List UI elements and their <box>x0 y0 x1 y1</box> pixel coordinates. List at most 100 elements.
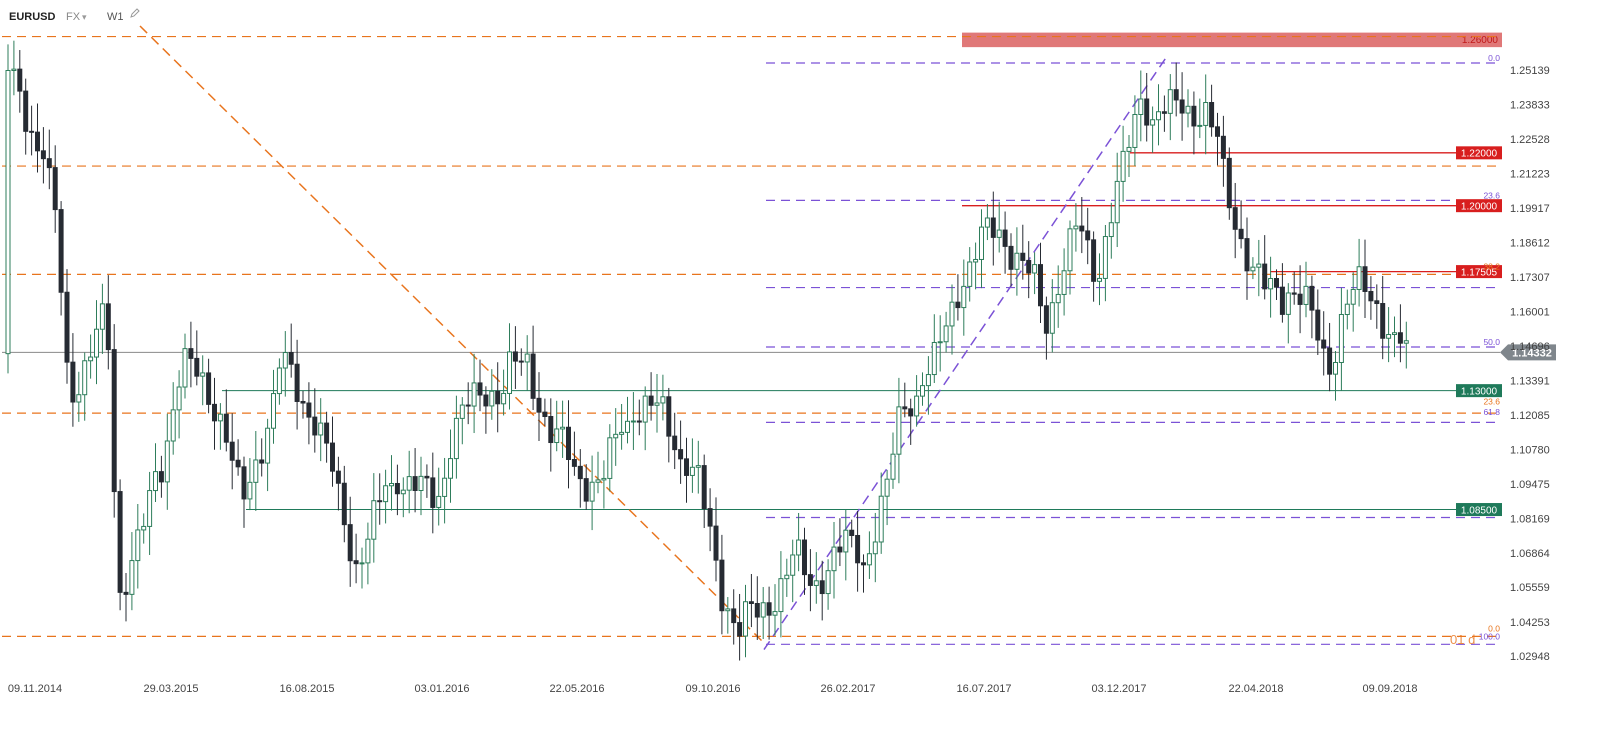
candle <box>418 456 424 516</box>
candle-body <box>424 475 430 479</box>
candle-body <box>300 400 306 404</box>
candle <box>1215 112 1220 166</box>
candle <box>1244 217 1250 300</box>
candle-body <box>725 608 731 612</box>
candle <box>607 424 613 492</box>
candle <box>955 274 961 321</box>
candle <box>1073 203 1079 252</box>
candle <box>872 512 878 583</box>
candle-body <box>1209 102 1215 128</box>
candle <box>1220 115 1226 187</box>
candle <box>1156 84 1161 146</box>
candle <box>330 416 335 487</box>
candle-body <box>153 471 158 492</box>
candle-body <box>1285 292 1291 315</box>
market-label[interactable]: FX <box>66 11 81 23</box>
price-axis[interactable]: 1.25139 1.23833 1.22528 1.21223 1.19917 1.186… <box>1510 65 1550 663</box>
candle-body <box>483 394 489 407</box>
candle <box>123 572 129 622</box>
candle-body <box>1309 285 1315 311</box>
candle-body <box>359 562 365 565</box>
candle-body <box>695 465 701 468</box>
candle-body <box>453 417 459 460</box>
candle <box>40 127 46 184</box>
candle <box>642 386 648 451</box>
candle <box>194 330 200 386</box>
candle-body <box>347 524 353 562</box>
pencil-icon[interactable] <box>130 8 140 21</box>
candle <box>176 370 182 439</box>
candle-body <box>1362 266 1368 292</box>
candle <box>1026 241 1032 299</box>
candle <box>35 103 40 173</box>
chevron-down-icon[interactable]: ▾ <box>82 12 87 22</box>
candle <box>29 105 35 156</box>
candle-body <box>796 539 802 556</box>
price-tag-label: 1.20000 <box>1461 201 1498 212</box>
candle <box>784 558 790 597</box>
candle <box>300 390 306 419</box>
candle <box>1055 265 1061 328</box>
candle <box>365 522 371 585</box>
candles-layer <box>5 40 1409 661</box>
candle <box>595 451 601 494</box>
y-tick-label: 1.02948 <box>1510 651 1550 663</box>
y-tick-label: 1.12085 <box>1510 410 1550 422</box>
candle <box>501 369 507 416</box>
candle <box>105 275 111 370</box>
candle-body <box>872 541 878 555</box>
candle <box>825 559 831 610</box>
candle-body <box>831 546 837 572</box>
candle-body <box>141 525 147 531</box>
candle-body <box>259 459 265 464</box>
candle-body <box>217 413 223 422</box>
candle <box>678 420 684 484</box>
candle <box>878 472 884 554</box>
candle <box>996 201 1002 253</box>
candle-body <box>5 69 11 355</box>
candle <box>170 382 176 455</box>
x-tick-label: 16.07.2017 <box>956 683 1011 695</box>
price-tag-label: 1.08500 <box>1461 505 1498 516</box>
candle-body <box>111 349 117 493</box>
candle-body <box>1079 225 1085 232</box>
fib-label: 61.8 <box>1483 407 1500 417</box>
candle-body <box>878 495 884 543</box>
candle-body <box>766 602 772 616</box>
candle-body <box>164 440 170 483</box>
candle-body <box>583 478 589 502</box>
candle <box>1114 152 1120 248</box>
candle <box>554 400 560 452</box>
candle <box>1362 239 1368 318</box>
timeframe-label[interactable]: W1 <box>107 11 124 23</box>
candle-body <box>1244 238 1250 272</box>
time-axis[interactable]: 09.11.2014 29.03.2015 16.08.2015 03.01.2016… <box>8 683 1418 695</box>
candle <box>448 429 453 503</box>
candle <box>1049 279 1055 353</box>
candle <box>984 204 990 241</box>
candle <box>890 432 896 489</box>
x-tick-label: 22.04.2018 <box>1228 683 1283 695</box>
candle <box>743 584 748 658</box>
candle <box>1203 74 1209 155</box>
candle-body <box>40 150 46 160</box>
candle-body <box>389 482 394 487</box>
candle-body <box>1144 98 1150 126</box>
candle <box>341 465 347 543</box>
candle <box>477 359 483 412</box>
candle <box>453 395 459 479</box>
candle-body <box>1055 293 1061 304</box>
fib-label: 0.0 <box>1488 624 1500 634</box>
candle-body <box>1220 135 1226 159</box>
candle-body <box>1049 302 1055 334</box>
candle <box>129 532 135 611</box>
candle-body <box>660 396 666 404</box>
candle-body <box>896 406 902 455</box>
candle <box>613 408 619 466</box>
x-tick-label: 09.09.2018 <box>1362 683 1417 695</box>
candle <box>943 311 949 353</box>
candle <box>1327 322 1333 392</box>
symbol-label[interactable]: EURUSD <box>9 11 56 23</box>
